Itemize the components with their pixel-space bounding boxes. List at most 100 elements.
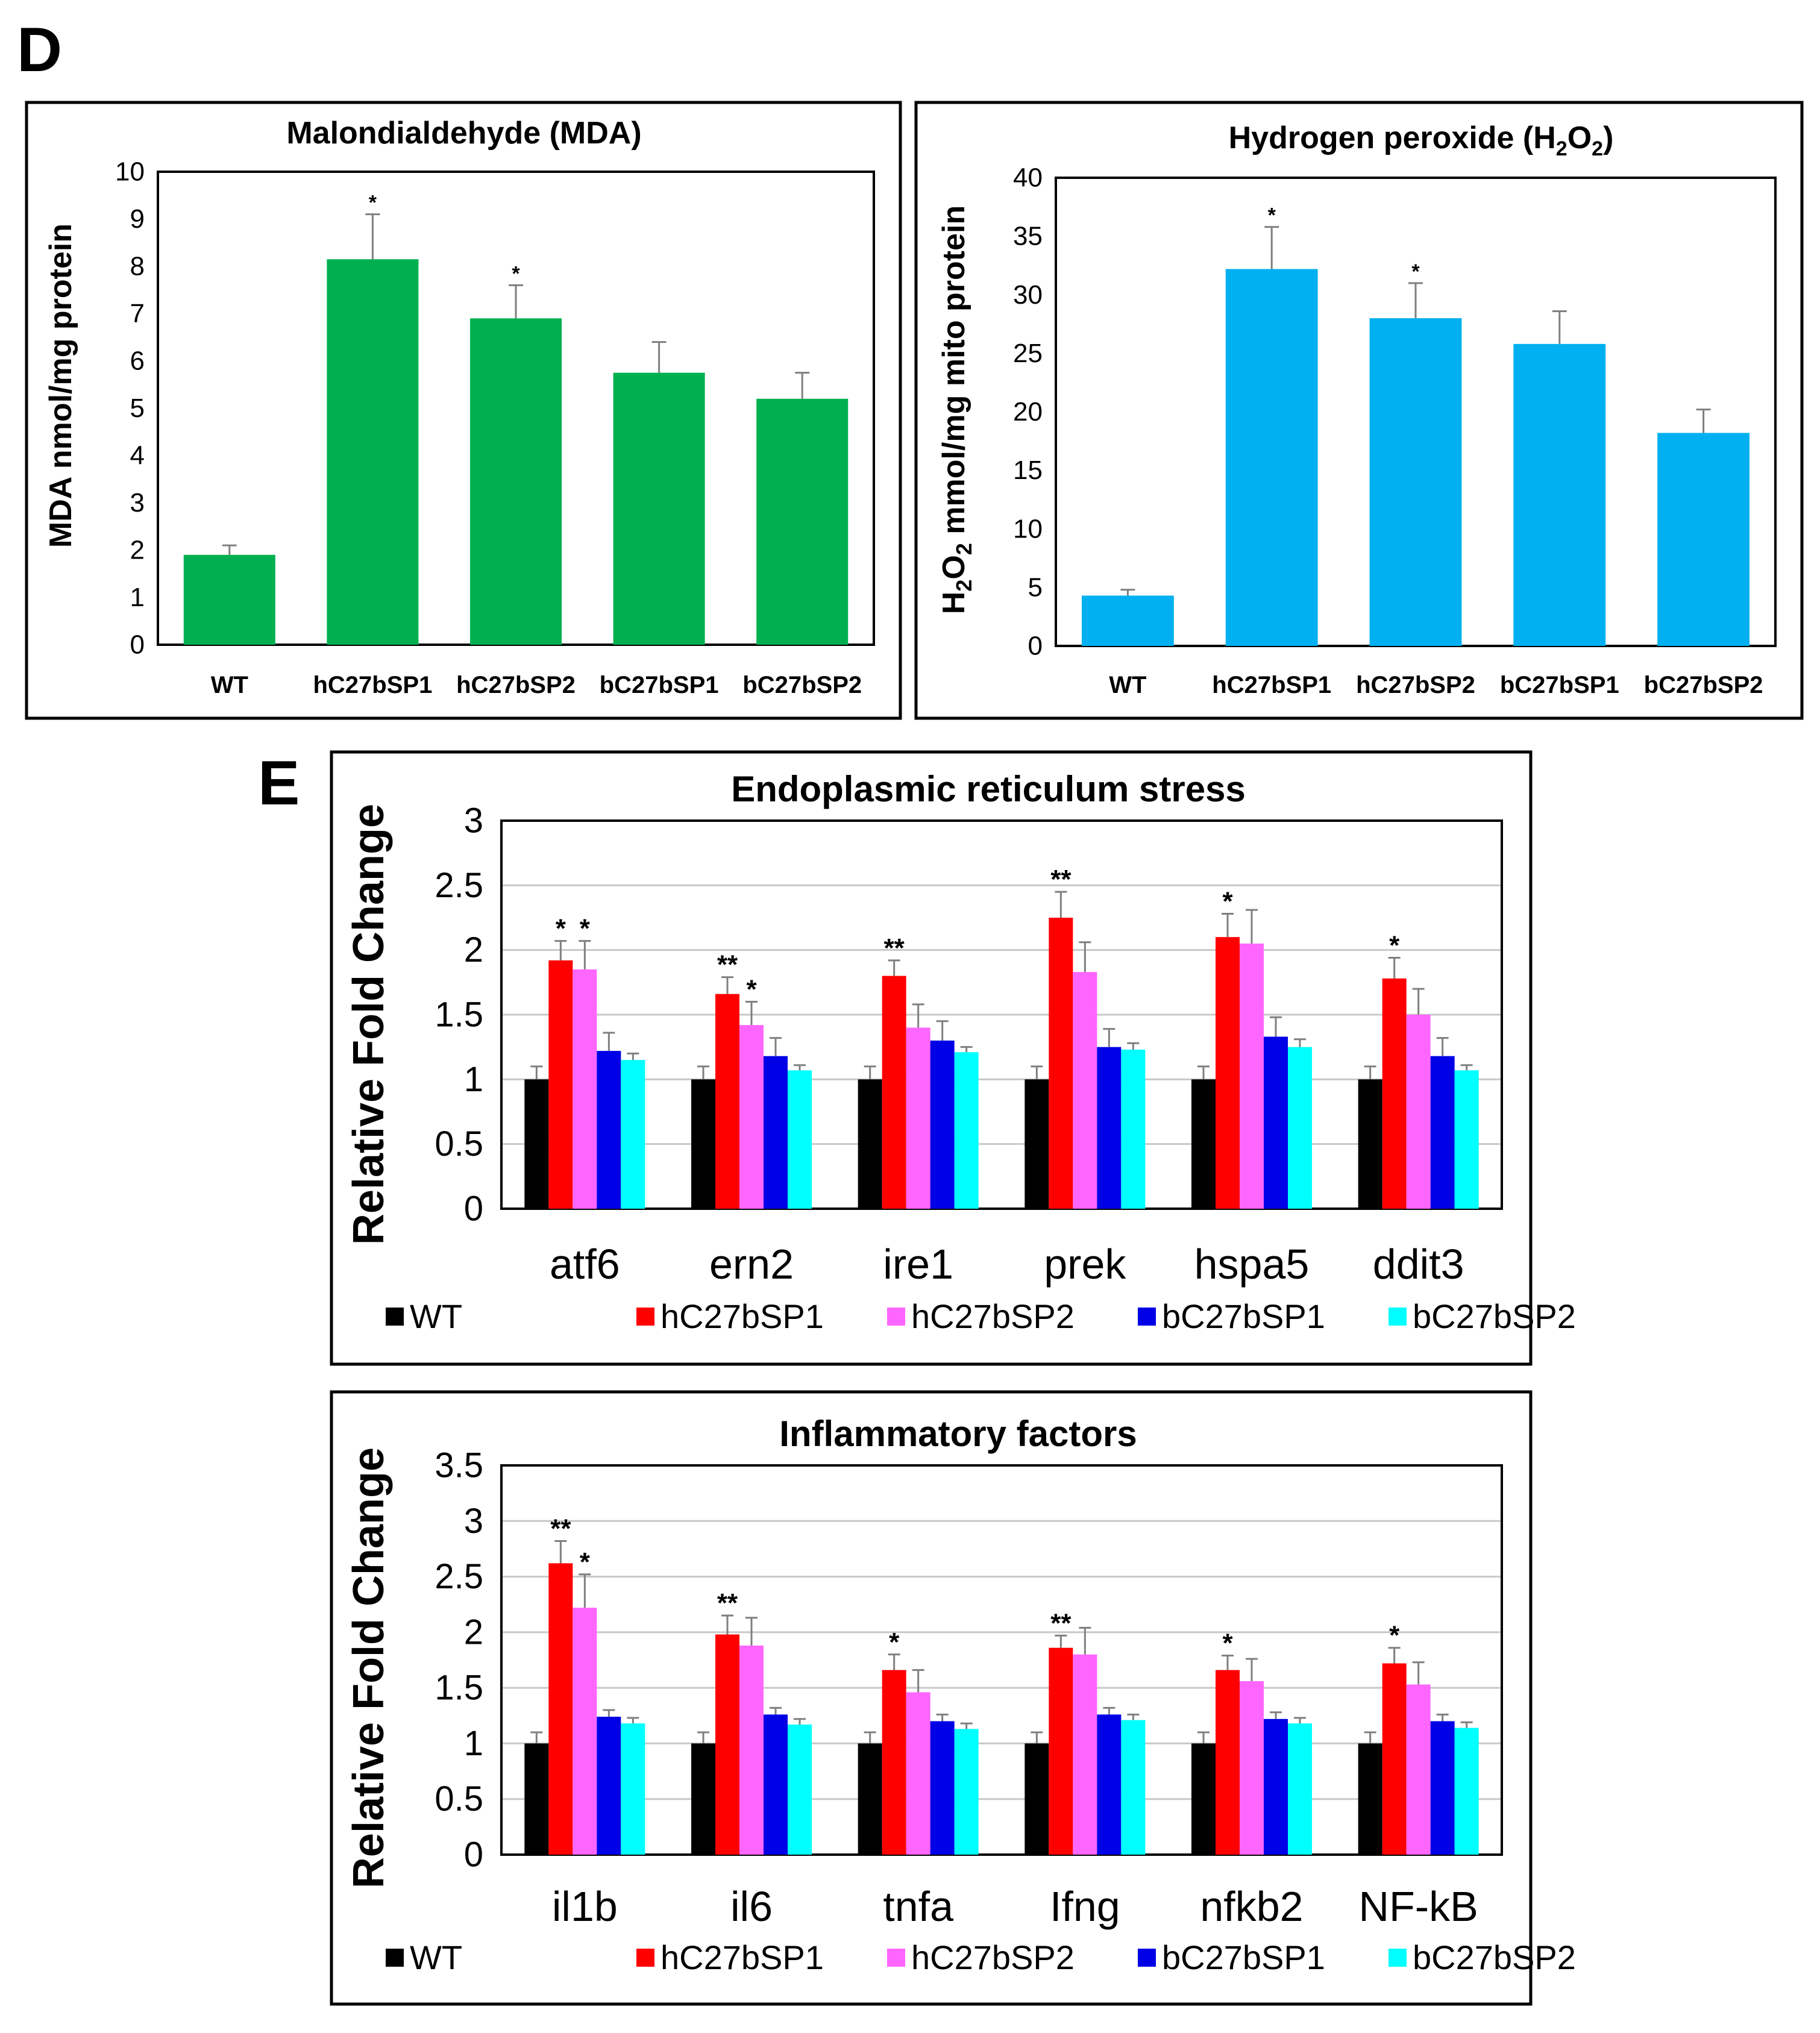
- inflam-bar: [715, 1634, 739, 1855]
- mda-y-tick-label: 10: [115, 157, 145, 187]
- er-chart-title: Endoplasmic reticulum stress: [731, 769, 1246, 809]
- er-plot-area: [500, 819, 1503, 1210]
- er-significance-star: **: [717, 950, 738, 980]
- er-bar: [548, 960, 573, 1209]
- er-legend-label: hC27bSP2: [911, 1297, 1075, 1335]
- inflam-bar: [1264, 1718, 1288, 1855]
- er-y-tick-label: 1: [464, 1060, 483, 1099]
- er-bar: [691, 1079, 715, 1209]
- inflam-bar: [954, 1729, 979, 1855]
- h2o2-bar: [1081, 595, 1174, 646]
- er-category-label: hspa5: [1194, 1241, 1310, 1288]
- inflam-bar: [930, 1721, 955, 1855]
- mda-y-tick-label: 8: [130, 252, 145, 281]
- h2o2-y-tick-label: 25: [1013, 339, 1043, 368]
- er-bar: [1406, 1015, 1431, 1209]
- inflam-category-label: il6: [730, 1883, 773, 1930]
- inflam-plot-area: [500, 1464, 1503, 1856]
- mda-bar: [327, 259, 419, 645]
- panel-d-label: D: [17, 15, 62, 85]
- h2o2-y-tick-label: 35: [1013, 222, 1043, 251]
- mda-y-tick-label: 4: [130, 441, 145, 471]
- h2o2-bar: [1657, 433, 1750, 646]
- inflam-significance-star: **: [717, 1588, 738, 1618]
- inflam-bar: [1097, 1714, 1122, 1855]
- er-significance-star: *: [1222, 887, 1233, 916]
- mda-y-tick-label: 1: [130, 583, 145, 612]
- er-category-label: ern2: [709, 1241, 794, 1288]
- er-y-tick-label: 0.5: [435, 1124, 483, 1164]
- er-significance-star: *: [580, 914, 591, 944]
- inflam-significance-star: *: [1222, 1629, 1233, 1658]
- h2o2-chart-title: Hydrogen peroxide (H2O2): [1229, 121, 1614, 160]
- er-significance-star: *: [746, 975, 757, 1004]
- inflam-bar: [691, 1743, 715, 1855]
- inflam-y-axis-label: Relative Fold Change: [345, 1447, 393, 1888]
- inflam-bar: [1216, 1670, 1240, 1855]
- er-bar: [858, 1079, 882, 1209]
- inflam-legend-label: WT: [410, 1938, 462, 1976]
- mda-plot: 0 1 2 3 4 5 6 7 8 9 10 WT * hC27bSP1 * hC27bSP2 bC27bSP1…: [115, 157, 875, 698]
- inflam-plot: 00.511.522.533.5***il1b**il6*tnfa**Ifng*…: [386, 1446, 1576, 1976]
- mda-category-label: hC27bSP2: [456, 672, 576, 698]
- er-bar: [1049, 918, 1073, 1209]
- inflam-bar: [788, 1724, 812, 1855]
- mda-category-label: WT: [211, 672, 248, 698]
- inflam-bar: [1025, 1743, 1049, 1855]
- er-bar: [906, 1027, 930, 1209]
- inflam-bar: [597, 1717, 621, 1855]
- inflam-legend-swatch: [1389, 1949, 1407, 1967]
- inflam-category-label: Ifng: [1050, 1883, 1120, 1930]
- h2o2-y-tick-label: 5: [1028, 572, 1043, 602]
- er-y-tick-label: 2.5: [435, 866, 483, 905]
- inflam-y-tick-label: 3.5: [435, 1446, 483, 1485]
- inflam-legend-swatch: [1138, 1949, 1156, 1967]
- h2o2-y-axis-label: H2O2 mmol/mg mito protein: [937, 205, 976, 615]
- mda-significance-star: *: [369, 192, 377, 215]
- inflam-bar: [524, 1743, 549, 1855]
- h2o2-bar: [1369, 318, 1462, 646]
- er-bar: [1358, 1079, 1382, 1209]
- inflam-y-tick-label: 0.5: [435, 1779, 483, 1818]
- inflam-bar: [764, 1714, 788, 1855]
- inflam-legend-swatch: [386, 1949, 404, 1967]
- h2o2-y-tick-label: 15: [1013, 456, 1043, 485]
- er-plot: 00.511.522.53* *atf6***ern2**ire1**prek*h…: [386, 801, 1576, 1335]
- mda-y-tick-label: 9: [130, 204, 145, 234]
- er-significance-star: **: [1050, 865, 1072, 894]
- inflam-y-tick-label: 1: [464, 1724, 483, 1763]
- er-legend-swatch: [1138, 1308, 1156, 1326]
- inflam-bar: [906, 1692, 930, 1855]
- er-category-label: ire1: [883, 1241, 953, 1288]
- inflam-panel-frame: [330, 1390, 1533, 2006]
- h2o2-y-tick-label: 10: [1013, 514, 1043, 543]
- mda-bar: [613, 372, 705, 645]
- er-bar: [930, 1040, 955, 1209]
- h2o2-category-label: WT: [1109, 672, 1146, 698]
- er-y-tick-label: 2: [464, 930, 483, 970]
- inflam-y-tick-label: 1.5: [435, 1668, 483, 1708]
- h2o2-y-tick-label: 40: [1013, 163, 1043, 193]
- er-category-label: ddit3: [1373, 1241, 1464, 1288]
- inflam-y-tick-label: 2.5: [435, 1557, 483, 1596]
- mda-y-axis-label: MDA nmol/mg protein: [43, 224, 78, 548]
- er-y-tick-label: 1.5: [435, 995, 483, 1035]
- er-y-tick-label: 0: [464, 1189, 483, 1229]
- er-significance-star: *: [556, 914, 566, 944]
- inflam-bar: [739, 1646, 764, 1855]
- inflam-category-label: nfkb2: [1200, 1883, 1303, 1930]
- inflam-chart-title: Inflammatory factors: [779, 1414, 1137, 1454]
- inflam-bar: [1288, 1723, 1312, 1855]
- h2o2-category-label: bC27bSP1: [1500, 672, 1619, 698]
- er-legend-swatch: [386, 1308, 404, 1326]
- er-bar: [715, 994, 739, 1209]
- inflam-legend-label: bC27bSP2: [1413, 1938, 1576, 1976]
- inflam-bar: [1358, 1743, 1382, 1855]
- inflam-significance-star: *: [1389, 1621, 1400, 1650]
- er-bar: [1216, 937, 1240, 1209]
- er-bar: [1264, 1036, 1288, 1209]
- er-bar: [1097, 1047, 1122, 1209]
- er-bar: [524, 1079, 549, 1209]
- h2o2-plot: 0 5 10 15 20 25 30 35 40 WT * hC27bSP1 * hC27bSP2 bC27…: [1013, 163, 1777, 698]
